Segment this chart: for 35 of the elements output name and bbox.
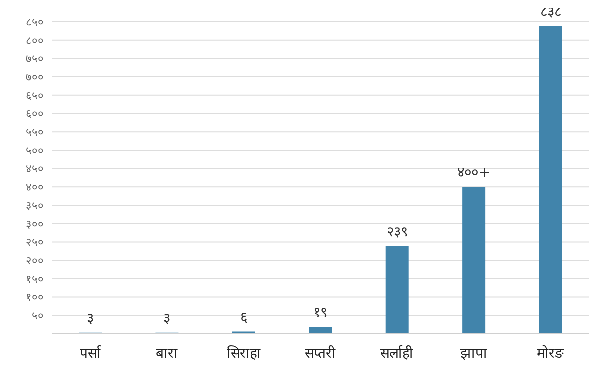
- y-tick-label: ७००: [26, 70, 44, 84]
- y-tick-label: ५५०: [26, 126, 44, 140]
- bar: [539, 26, 562, 334]
- y-tick-label: ६००: [26, 108, 44, 121]
- bar: [309, 327, 332, 334]
- x-tick-label: सर्लाही: [380, 344, 414, 362]
- y-tick-label: २५०: [26, 236, 44, 250]
- bar: [462, 187, 486, 334]
- data-label: ८३८: [540, 4, 562, 20]
- x-tick-label: सप्तरी: [305, 344, 336, 362]
- x-tick-label: बारा: [156, 346, 178, 362]
- y-tick-label: २००: [26, 254, 44, 268]
- x-tick-label: झापा: [460, 346, 488, 362]
- y-tick-label: ८००: [26, 34, 44, 48]
- y-tick-label: ३००: [26, 218, 44, 231]
- y-tick-label: ८५०: [26, 16, 44, 29]
- data-label: ३: [164, 310, 171, 327]
- x-tick-label: पर्सा: [80, 344, 102, 362]
- y-tick-label: १००: [26, 291, 44, 304]
- y-tick-label: ४५०: [26, 162, 44, 176]
- bar: [386, 246, 409, 334]
- y-tick-label: ६५०: [26, 89, 44, 102]
- data-label: २३९: [386, 224, 408, 240]
- y-tick-label: ५००: [26, 144, 44, 158]
- data-label: १९: [314, 305, 328, 322]
- x-tick-label: सिराहा: [226, 344, 261, 362]
- y-tick-label: ३५०: [26, 199, 44, 212]
- y-tick-label: १५०: [26, 272, 44, 286]
- x-tick-label: मोरङ: [537, 344, 566, 362]
- y-tick-label: ५०: [32, 310, 44, 323]
- y-tick-label: ७५०: [26, 52, 44, 66]
- data-label: ६: [240, 310, 248, 326]
- y-tick-label: ४००: [26, 181, 44, 194]
- data-label: ४००+: [458, 165, 490, 182]
- data-label: ३: [87, 310, 94, 327]
